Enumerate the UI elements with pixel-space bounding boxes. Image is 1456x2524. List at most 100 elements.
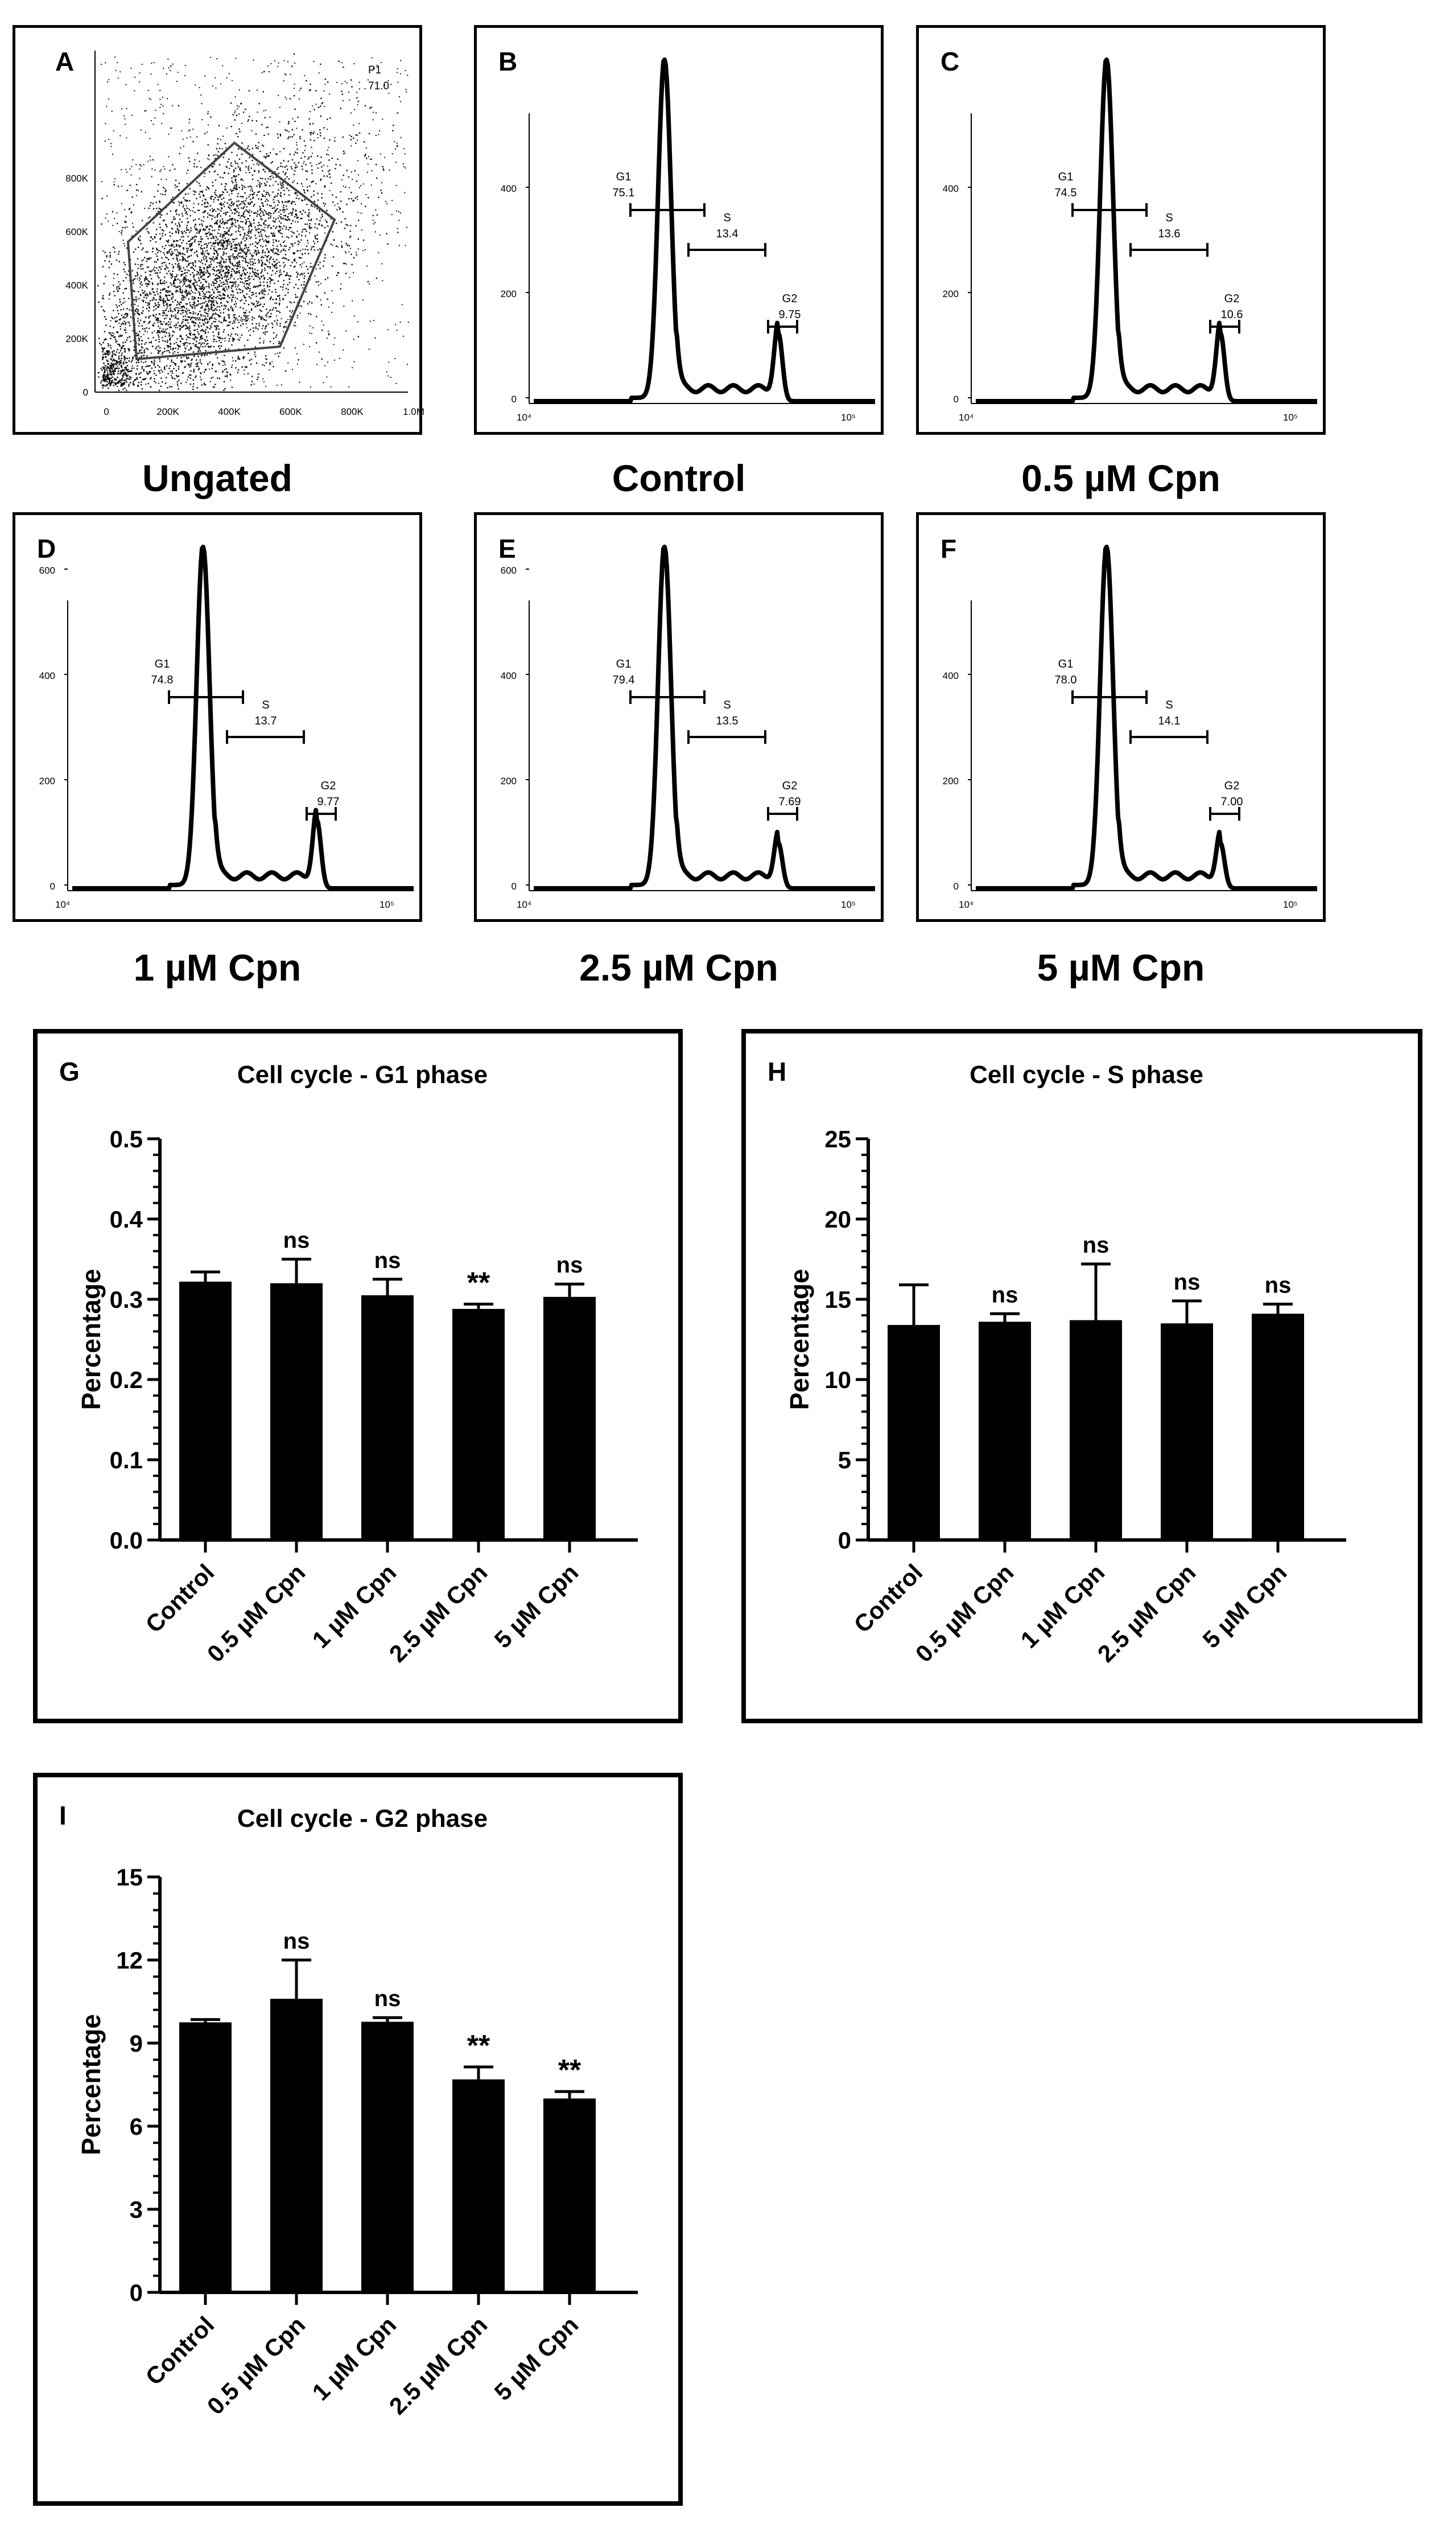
scatter-dot [127, 314, 129, 316]
scatter-dot [118, 312, 119, 315]
scatter-dot [165, 245, 167, 246]
scatter-dot [233, 247, 235, 249]
scatter-dot [213, 269, 215, 270]
scatter-dot [261, 219, 263, 221]
scatter-dot [193, 203, 195, 204]
scatter-dot [188, 286, 190, 287]
scatter-dot [365, 194, 367, 196]
scatter-dot [190, 332, 192, 334]
scatter-dot [133, 349, 135, 351]
scatter-dot [102, 349, 104, 351]
scatter-dot [175, 179, 177, 182]
scatter-dot [225, 147, 227, 149]
scatter-dot [166, 213, 168, 215]
scatter-dot [273, 265, 274, 266]
scatter-dot [222, 248, 224, 250]
scatter-dot [241, 184, 243, 186]
scatter-dot [146, 331, 148, 333]
scatter-dot [290, 223, 292, 224]
scatter-dot [253, 278, 254, 281]
scatter-dot [269, 185, 271, 187]
scatter-dot [152, 248, 154, 250]
scatter-dot [182, 252, 184, 254]
scatter-dot [162, 328, 164, 330]
scatter-dot [193, 303, 195, 305]
scatter-dot [249, 311, 250, 313]
scatter-dot [321, 358, 323, 360]
scatter-dot [180, 313, 182, 315]
scatter-dot [234, 245, 236, 246]
scatter-dot [221, 266, 223, 268]
scatter-dot [245, 223, 247, 225]
scatter-dot [167, 58, 169, 60]
scatter-dot [395, 210, 397, 212]
scatter-dot [114, 320, 117, 322]
scatter-dot [277, 352, 278, 354]
scatter-dot [149, 274, 151, 276]
scatter-dot [357, 139, 358, 141]
scatter-dot [341, 93, 344, 95]
scatter-dot [284, 178, 286, 180]
scatter-dot [352, 300, 353, 302]
scatter-dot [170, 307, 171, 309]
scatter-dot [137, 312, 138, 314]
scatter-dot [145, 293, 146, 295]
scatter-dot [172, 352, 174, 355]
scatter-dot [193, 321, 195, 323]
scatter-dot [274, 207, 275, 209]
scatter-dot [113, 372, 114, 374]
scatter-dot [215, 314, 217, 315]
scatter-dot [350, 192, 352, 193]
scatter-dot [227, 308, 229, 310]
scatter-dot [141, 64, 143, 65]
scatter-dot [123, 320, 125, 322]
scatter-dot [195, 363, 197, 365]
scatter-dot [193, 333, 195, 335]
scatter-dot [147, 323, 149, 324]
scatter-dot [339, 61, 340, 63]
scatter-dot [179, 266, 181, 267]
scatter-dot [264, 252, 266, 253]
scatter-dot [210, 116, 212, 118]
scatter-dot [320, 105, 321, 107]
scatter-dot [224, 364, 226, 365]
scatter-dot [188, 284, 191, 286]
scatter-dot [207, 331, 209, 333]
scatter-dot [106, 256, 108, 258]
scatter-dot [179, 329, 181, 331]
scatter-dot [177, 310, 179, 311]
scatter-dot [296, 296, 298, 298]
scatter-dot [141, 381, 142, 383]
scatter-dot [305, 291, 307, 293]
scatter-dot [278, 343, 280, 344]
scatter-dot [257, 328, 259, 330]
scatter-dot [271, 274, 273, 276]
scatter-dot [124, 220, 126, 222]
scatter-dot [122, 382, 124, 385]
scatter-dot [295, 204, 296, 205]
scatter-dot [337, 271, 339, 274]
scatter-dot [112, 225, 114, 227]
scatter-dot [237, 166, 240, 168]
scatter-dot [326, 154, 328, 155]
scatter-dot [171, 253, 173, 256]
scatter-dot [220, 256, 222, 258]
scatter-dot [248, 167, 249, 169]
scatter-dot [224, 274, 226, 276]
scatter-dot [146, 327, 147, 329]
scatter-dot [251, 308, 253, 310]
scatter-dot [245, 245, 247, 247]
scatter-dot [149, 293, 151, 295]
scatter-dot [233, 188, 235, 190]
scatter-dot [209, 197, 212, 199]
scatter-dot [251, 229, 253, 231]
scatter-dot [357, 134, 358, 136]
scatter-dot [268, 252, 270, 253]
scatter-dot [220, 83, 222, 85]
scatter-dot [141, 249, 143, 250]
scatter-dot [171, 370, 173, 372]
scatter-dot [195, 289, 196, 290]
scatter-dot [372, 119, 374, 121]
scatter-dot [233, 314, 234, 316]
scatter-dot [157, 293, 159, 295]
